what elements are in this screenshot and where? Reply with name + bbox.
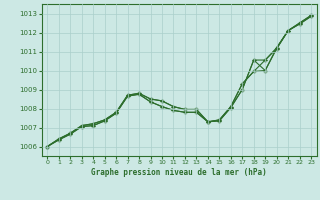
X-axis label: Graphe pression niveau de la mer (hPa): Graphe pression niveau de la mer (hPa) — [91, 168, 267, 177]
